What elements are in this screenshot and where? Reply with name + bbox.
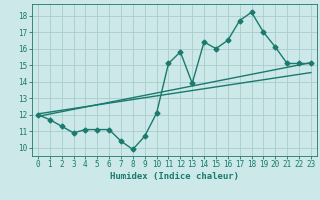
X-axis label: Humidex (Indice chaleur): Humidex (Indice chaleur) bbox=[110, 172, 239, 181]
